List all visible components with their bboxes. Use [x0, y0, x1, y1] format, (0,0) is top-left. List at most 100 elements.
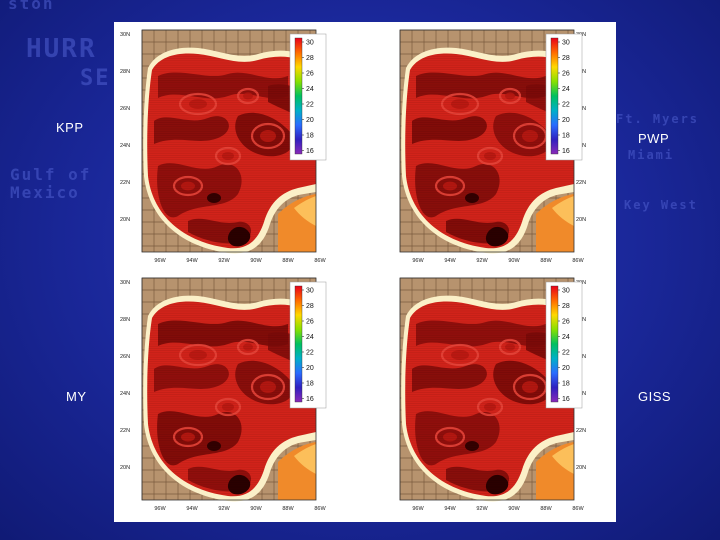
colorbar-tick-label: 22 — [562, 102, 570, 109]
warm-water-patch — [552, 196, 574, 226]
colorbar-tick-label: 18 — [562, 381, 570, 388]
eddy-core — [243, 343, 253, 351]
eddy-region — [415, 411, 500, 466]
sst-map-pwp: 30N28N26N24N22N20N96W94W92W90W88W86W3028… — [399, 29, 586, 264]
eddy-core — [484, 152, 496, 160]
eddy-ring — [172, 175, 204, 197]
eddy-ring — [214, 146, 242, 166]
colorbar-tick-label: 16 — [306, 396, 314, 403]
eddy-ring — [434, 175, 466, 197]
longitude-label: 88W — [540, 506, 552, 512]
eddy-core — [260, 130, 276, 142]
colorbar-tick-label: 26 — [306, 71, 314, 78]
colorbar-ticks: 30 28 26 24 22 20 18 16 — [302, 40, 314, 155]
eddy-core — [522, 130, 538, 142]
warm-water-patch — [552, 444, 574, 474]
colorbar-tick-label: 28 — [562, 303, 570, 310]
latitude-label: 26N — [120, 354, 130, 360]
label-giss: GISS — [638, 389, 672, 404]
longitude-label: 92W — [218, 258, 230, 264]
colorbar-tick-label: 18 — [306, 381, 314, 388]
eddy-ring — [476, 146, 504, 166]
eddy-core — [189, 350, 207, 360]
latitude-label: 28N — [120, 69, 130, 75]
colorbar-tick-label: 24 — [562, 86, 570, 93]
sst-map-giss: 30N28N26N24N22N20N96W94W92W90W88W86W3028… — [399, 277, 586, 512]
background-text-3: Gulf of — [10, 165, 92, 184]
eddy-core — [451, 350, 469, 360]
longitude-labels: 96W 94W 92W 90W 88W 86W — [412, 506, 584, 512]
colorbar-tick-label: 30 — [306, 288, 314, 295]
colorbar-tick-label: 16 — [306, 148, 314, 155]
longitude-label: 96W — [412, 258, 424, 264]
warm-water-patch — [294, 444, 316, 474]
eddy-region — [154, 364, 229, 392]
warm-water-patch — [294, 196, 316, 226]
eddy-core — [522, 381, 538, 393]
longitude-label: 96W — [412, 506, 424, 512]
eddy-ring — [236, 338, 260, 356]
eddy-ring — [498, 338, 522, 356]
longitude-label: 94W — [186, 258, 198, 264]
latitude-label: 26N — [120, 106, 130, 112]
background-text-6: Ft. Myers — [616, 112, 700, 126]
latitude-label: 20N — [120, 217, 130, 223]
eddy-core — [243, 92, 253, 100]
longitude-label: 86W — [314, 506, 326, 512]
longitude-label: 88W — [540, 258, 552, 264]
colorbar-tick-label: 30 — [562, 40, 570, 47]
colorbar-tick-label: 24 — [306, 334, 314, 341]
eddy-ring — [498, 87, 522, 105]
label-my: MY — [66, 389, 87, 404]
eddy-core — [181, 432, 195, 442]
eddy-region — [412, 116, 487, 144]
longitude-label: 96W — [154, 506, 166, 512]
longitude-label: 90W — [250, 258, 262, 264]
colorbar-tick-label: 26 — [306, 319, 314, 326]
longitude-label: 90W — [508, 506, 520, 512]
eddy-ring — [434, 426, 466, 448]
label-kpp: KPP — [56, 120, 84, 135]
cold-spot — [207, 441, 221, 451]
background-text-2: SE — [80, 66, 111, 91]
latitude-label: 20N — [576, 217, 586, 223]
label-pwp: PWP — [638, 131, 670, 146]
colorbar-tick-label: 28 — [306, 55, 314, 62]
latitude-labels: 30N 28N 26N 24N 22N 20N — [120, 280, 130, 471]
colorbar-tick-label: 30 — [306, 40, 314, 47]
longitude-label: 88W — [282, 506, 294, 512]
eddy-ring — [476, 397, 504, 417]
longitude-labels: 96W 94W 92W 90W 88W 86W — [154, 258, 326, 264]
colorbar-tick-label: 28 — [306, 303, 314, 310]
longitude-labels: 96W 94W 92W 90W 88W 86W — [412, 258, 584, 264]
latitude-label: 22N — [120, 428, 130, 434]
eddy-core — [222, 152, 234, 160]
eddy-core — [189, 99, 207, 109]
longitude-label: 94W — [186, 506, 198, 512]
eddy-region — [157, 411, 242, 466]
longitude-label: 90W — [250, 506, 262, 512]
eddy-region — [154, 116, 229, 144]
eddy-region — [415, 163, 500, 218]
colorbar-tick-label: 22 — [306, 102, 314, 109]
colorbar-tick-label: 20 — [306, 117, 314, 124]
longitude-label: 86W — [572, 258, 584, 264]
latitude-label: 24N — [120, 391, 130, 397]
sst-eddy-patterns — [405, 302, 574, 496]
colorbar-tick-label: 18 — [562, 133, 570, 140]
colorbar-tick-label: 28 — [562, 55, 570, 62]
latitude-label: 20N — [576, 465, 586, 471]
colorbar-tick-label: 24 — [562, 334, 570, 341]
eddy-ring — [440, 343, 480, 367]
cold-spot — [485, 226, 509, 247]
colorbar — [550, 37, 559, 155]
eddy-ring — [236, 87, 260, 105]
longitude-label: 92W — [476, 506, 488, 512]
latitude-label: 22N — [576, 180, 586, 186]
longitude-label: 92W — [476, 258, 488, 264]
eddy-ring — [178, 343, 218, 367]
cold-spot — [207, 193, 221, 203]
latitude-label: 30N — [120, 280, 130, 286]
latitude-labels: 30N 28N 26N 24N 22N 20N — [120, 32, 130, 223]
colorbar-ticks: 30 28 26 24 22 20 18 16 — [302, 288, 314, 403]
